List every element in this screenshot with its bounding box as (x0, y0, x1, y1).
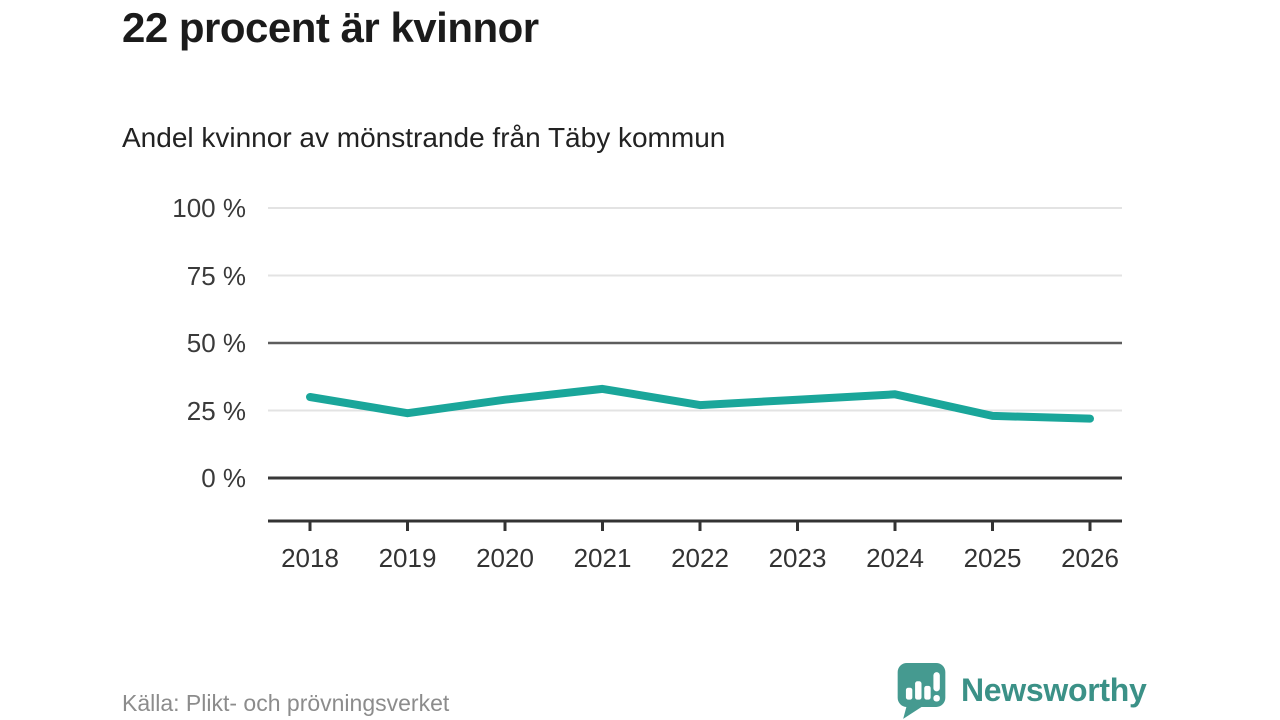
y-axis-tick-label: 0 % (201, 463, 246, 493)
newsworthy-logo-icon (897, 662, 946, 719)
x-axis-tick-label: 2025 (963, 543, 1022, 573)
x-axis-tick-label: 2019 (378, 543, 437, 573)
x-axis-tick-label: 2020 (476, 543, 534, 573)
brand-name: Newsworthy (961, 671, 1147, 708)
page-title: 22 procent är kvinnor (122, 4, 539, 51)
x-axis-tick-label: 2023 (768, 543, 827, 573)
brand-footer: Newsworthy (894, 661, 1147, 719)
y-axis-tick-label: 100 % (172, 193, 246, 223)
x-axis-tick-label: 2021 (573, 543, 632, 573)
y-axis-tick-label: 25 % (186, 395, 246, 426)
y-axis-tick-label: 75 % (186, 260, 246, 291)
x-axis-tick-label: 2024 (866, 543, 924, 573)
x-axis-tick-label: 2022 (671, 543, 729, 573)
chart-subtitle: Andel kvinnor av mönstrande från Täby ko… (122, 122, 726, 153)
x-axis-tick-label: 2026 (1061, 543, 1119, 573)
data-line (306, 384, 1094, 423)
y-axis-tick-label: 50 % (186, 328, 246, 358)
x-axis-tick-label: 2018 (281, 543, 339, 573)
source-note: Källa: Plikt- och prövningsverket (122, 690, 450, 716)
